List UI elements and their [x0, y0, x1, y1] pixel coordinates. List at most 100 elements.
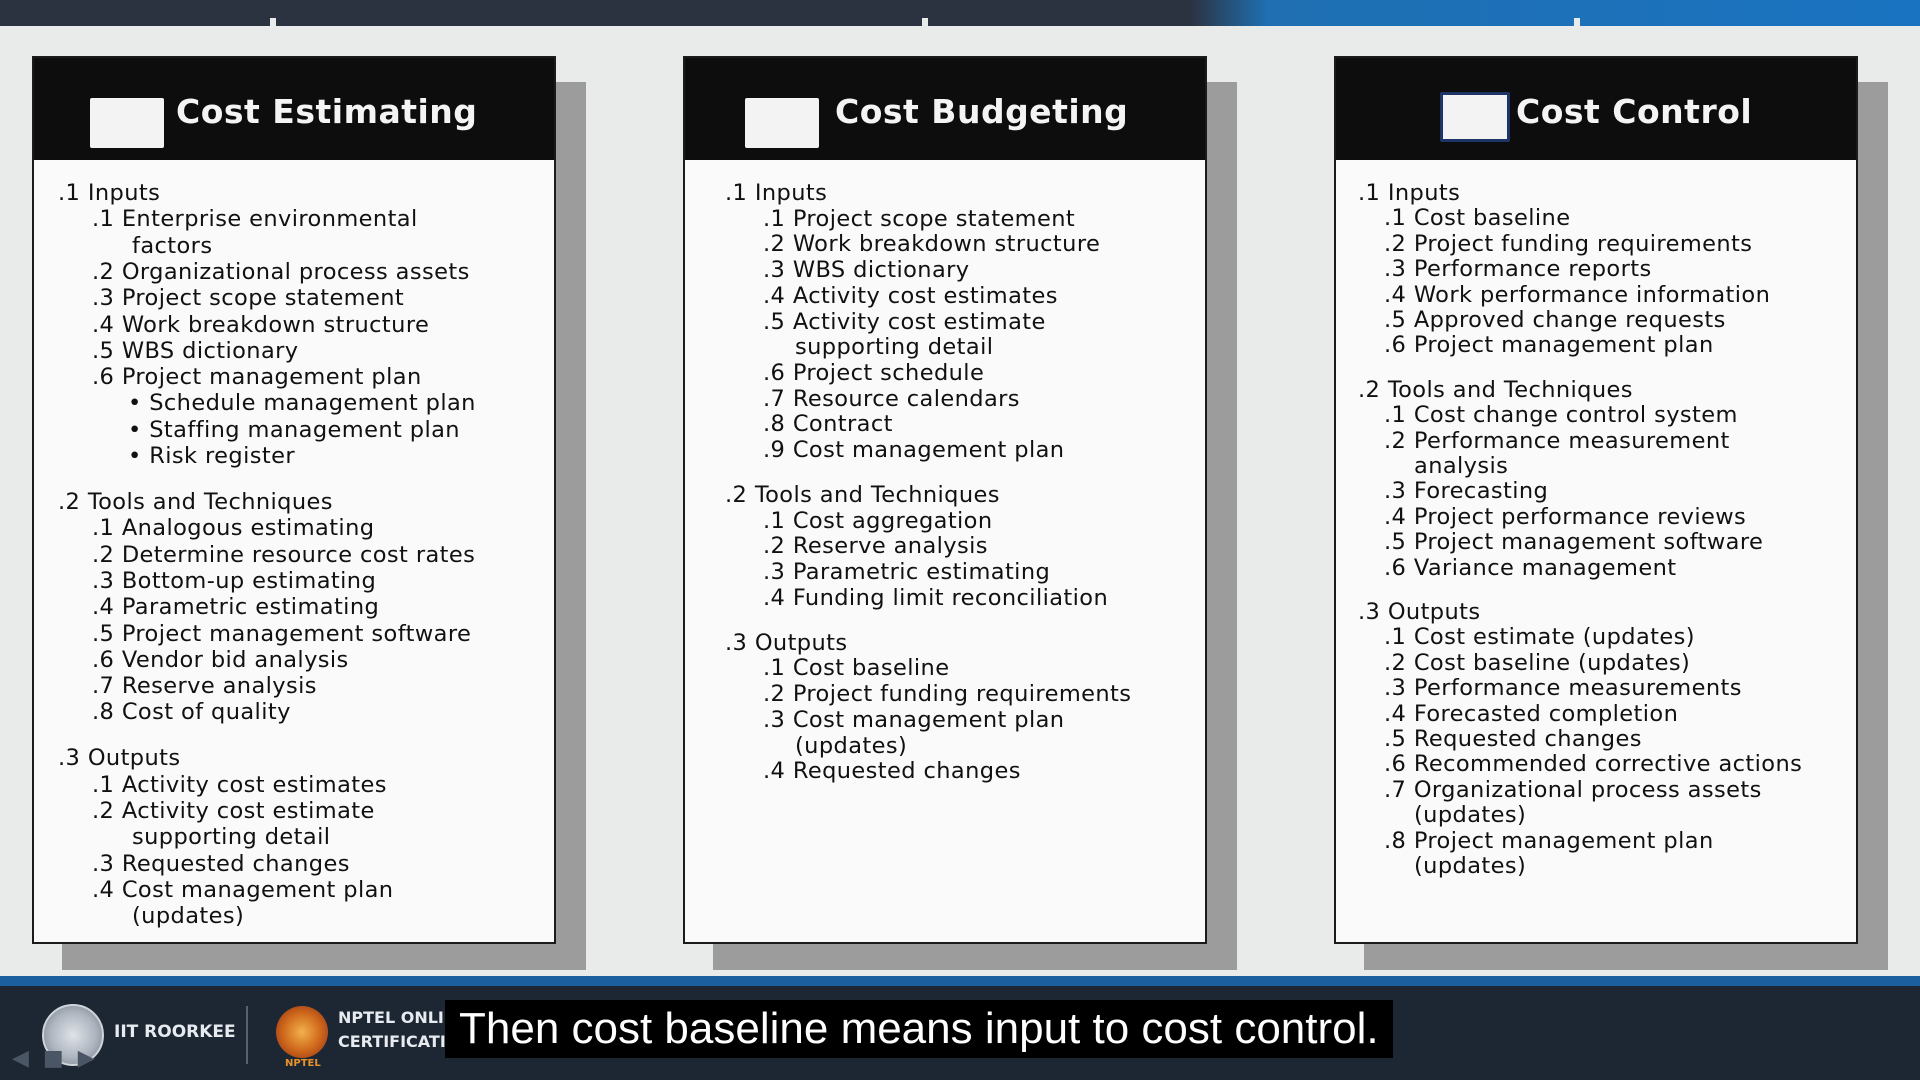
list-item: .2 Organizational process assets — [92, 259, 470, 285]
list-item: (updates) — [1414, 802, 1527, 828]
panel-content: .1 Inputs .1 Enterprise environmental fact… — [34, 160, 554, 942]
list-item: .5 WBS dictionary — [92, 338, 299, 364]
list-item: .4 Forecasted completion — [1384, 701, 1679, 727]
section-heading: .1 Inputs — [725, 180, 828, 206]
list-item: .7 Reserve analysis — [92, 673, 317, 699]
panel-title: Cost Budgeting — [835, 92, 1129, 131]
list-item: .4 Requested changes — [763, 758, 1021, 784]
panel-title: Cost Control — [1516, 92, 1753, 131]
back-arrow-icon[interactable]: ◀ — [12, 1046, 43, 1071]
list-item: .1 Cost change control system — [1384, 402, 1738, 428]
list-item: .3 Forecasting — [1384, 478, 1549, 504]
list-item: .6 Project schedule — [763, 360, 985, 386]
list-item: (updates) — [1414, 853, 1527, 879]
list-item: (updates) — [132, 903, 245, 929]
nptel-logo-text: NPTEL — [285, 1058, 321, 1069]
panel-cost-budgeting: Cost Budgeting .1 Inputs .1 Project scope… — [683, 56, 1237, 970]
list-item: .4 Project performance reviews — [1384, 504, 1747, 530]
list-item: .6 Vendor bid analysis — [92, 647, 349, 673]
slide-nav[interactable]: ◀■▶ — [12, 1046, 109, 1071]
top-bar-notch — [270, 18, 276, 26]
section-heading: .1 Inputs — [1358, 180, 1461, 206]
list-item: .4 Work performance information — [1384, 282, 1771, 308]
institute-name: IIT ROORKEE — [114, 1022, 236, 1042]
list-item: .3 Cost management plan — [763, 707, 1065, 733]
list-item: .7 Resource calendars — [763, 386, 1020, 412]
list-item: .1 Project scope statement — [763, 206, 1076, 232]
top-bar-notch — [922, 18, 928, 26]
list-item: .7 Organizational process assets — [1384, 777, 1762, 803]
panel-header: Cost Estimating — [34, 58, 554, 160]
list-item: .4 Funding limit reconciliation — [763, 585, 1109, 611]
footer-divider — [246, 1006, 248, 1064]
panel-header: Cost Control — [1336, 58, 1856, 160]
list-item: .1 Cost estimate (updates) — [1384, 624, 1695, 650]
list-item: .1 Cost aggregation — [763, 508, 993, 534]
list-item: .6 Project management plan — [92, 364, 422, 390]
list-item: .2 Determine resource cost rates — [92, 542, 476, 568]
panel-header-box — [745, 98, 819, 148]
list-item: .3 Requested changes — [92, 851, 350, 877]
top-bar-notch — [1574, 18, 1580, 26]
list-item: .1 Cost baseline — [1384, 205, 1571, 231]
list-item: .5 Activity cost estimate — [763, 309, 1046, 335]
section-heading: .3 Outputs — [1358, 599, 1481, 625]
forward-arrow-icon[interactable]: ▶ — [77, 1046, 109, 1071]
list-item: .2 Work breakdown structure — [763, 231, 1101, 257]
slide: Cost Estimating .1 Inputs .1 Enterprise e… — [0, 26, 1920, 976]
panel-content: .1 Inputs .1 Project scope statement .2 Wo… — [685, 160, 1205, 942]
panel-cost-estimating: Cost Estimating .1 Inputs .1 Enterprise e… — [32, 56, 586, 970]
list-item: .2 Performance measurement — [1384, 428, 1730, 454]
list-item: .2 Reserve analysis — [763, 533, 988, 559]
list-item: .2 Project funding requirements — [1384, 231, 1753, 257]
list-item: .2 Cost baseline (updates) — [1384, 650, 1691, 676]
list-item: .3 Performance measurements — [1384, 675, 1742, 701]
panel-content: .1 Inputs .1 Cost baseline .2 Project fund… — [1336, 160, 1856, 942]
list-item: .4 Cost management plan — [92, 877, 394, 903]
list-item: .3 Parametric estimating — [763, 559, 1051, 585]
list-item: .8 Contract — [763, 411, 893, 437]
list-item: analysis — [1414, 453, 1509, 479]
list-item: • Schedule management plan — [128, 390, 476, 416]
list-item: .4 Work breakdown structure — [92, 312, 430, 338]
list-item: .5 Project management software — [92, 621, 472, 647]
panel-title: Cost Estimating — [176, 92, 478, 131]
list-item: .5 Approved change requests — [1384, 307, 1726, 333]
list-item: .8 Project management plan — [1384, 828, 1714, 854]
list-item: .3 Project scope statement — [92, 285, 405, 311]
top-bar — [0, 0, 1920, 26]
list-item: .5 Requested changes — [1384, 726, 1642, 752]
panel-header: Cost Budgeting — [685, 58, 1205, 160]
list-item: supporting detail — [132, 824, 331, 850]
section-heading: .2 Tools and Techniques — [1358, 377, 1633, 403]
panel-cost-control: Cost Control .1 Inputs .1 Cost baseline .2… — [1334, 56, 1888, 970]
list-item: supporting detail — [795, 334, 994, 360]
section-heading: .2 Tools and Techniques — [725, 482, 1000, 508]
list-item: (updates) — [795, 733, 908, 759]
section-heading: .1 Inputs — [58, 180, 161, 206]
list-item: factors — [132, 233, 213, 259]
list-item: .6 Project management plan — [1384, 332, 1714, 358]
panel-card: Cost Estimating .1 Inputs .1 Enterprise e… — [32, 56, 556, 944]
list-item: .3 WBS dictionary — [763, 257, 970, 283]
list-item: .4 Activity cost estimates — [763, 283, 1058, 309]
slides-icon[interactable]: ■ — [42, 1046, 78, 1071]
panel-card: Cost Budgeting .1 Inputs .1 Project scope… — [683, 56, 1207, 944]
list-item: .6 Variance management — [1384, 555, 1677, 581]
list-item: .9 Cost management plan — [763, 437, 1065, 463]
panel-header-box — [90, 98, 164, 148]
nptel-logo-icon — [276, 1006, 328, 1058]
list-item: .1 Activity cost estimates — [92, 772, 387, 798]
section-heading: .3 Outputs — [58, 745, 181, 771]
list-item: .3 Bottom-up estimating — [92, 568, 377, 594]
panel-header-box — [1440, 92, 1510, 142]
list-item: • Risk register — [128, 443, 295, 469]
list-item: .4 Parametric estimating — [92, 594, 380, 620]
list-item: .2 Project funding requirements — [763, 681, 1132, 707]
subtitle-caption: Then cost baseline means input to cost c… — [445, 1000, 1393, 1058]
list-item: .3 Performance reports — [1384, 256, 1652, 282]
list-item: .1 Cost baseline — [763, 655, 950, 681]
nptel-line-1: NPTEL ONLINE — [338, 1008, 469, 1027]
list-item: .1 Enterprise environmental — [92, 206, 418, 232]
section-heading: .3 Outputs — [725, 630, 848, 656]
